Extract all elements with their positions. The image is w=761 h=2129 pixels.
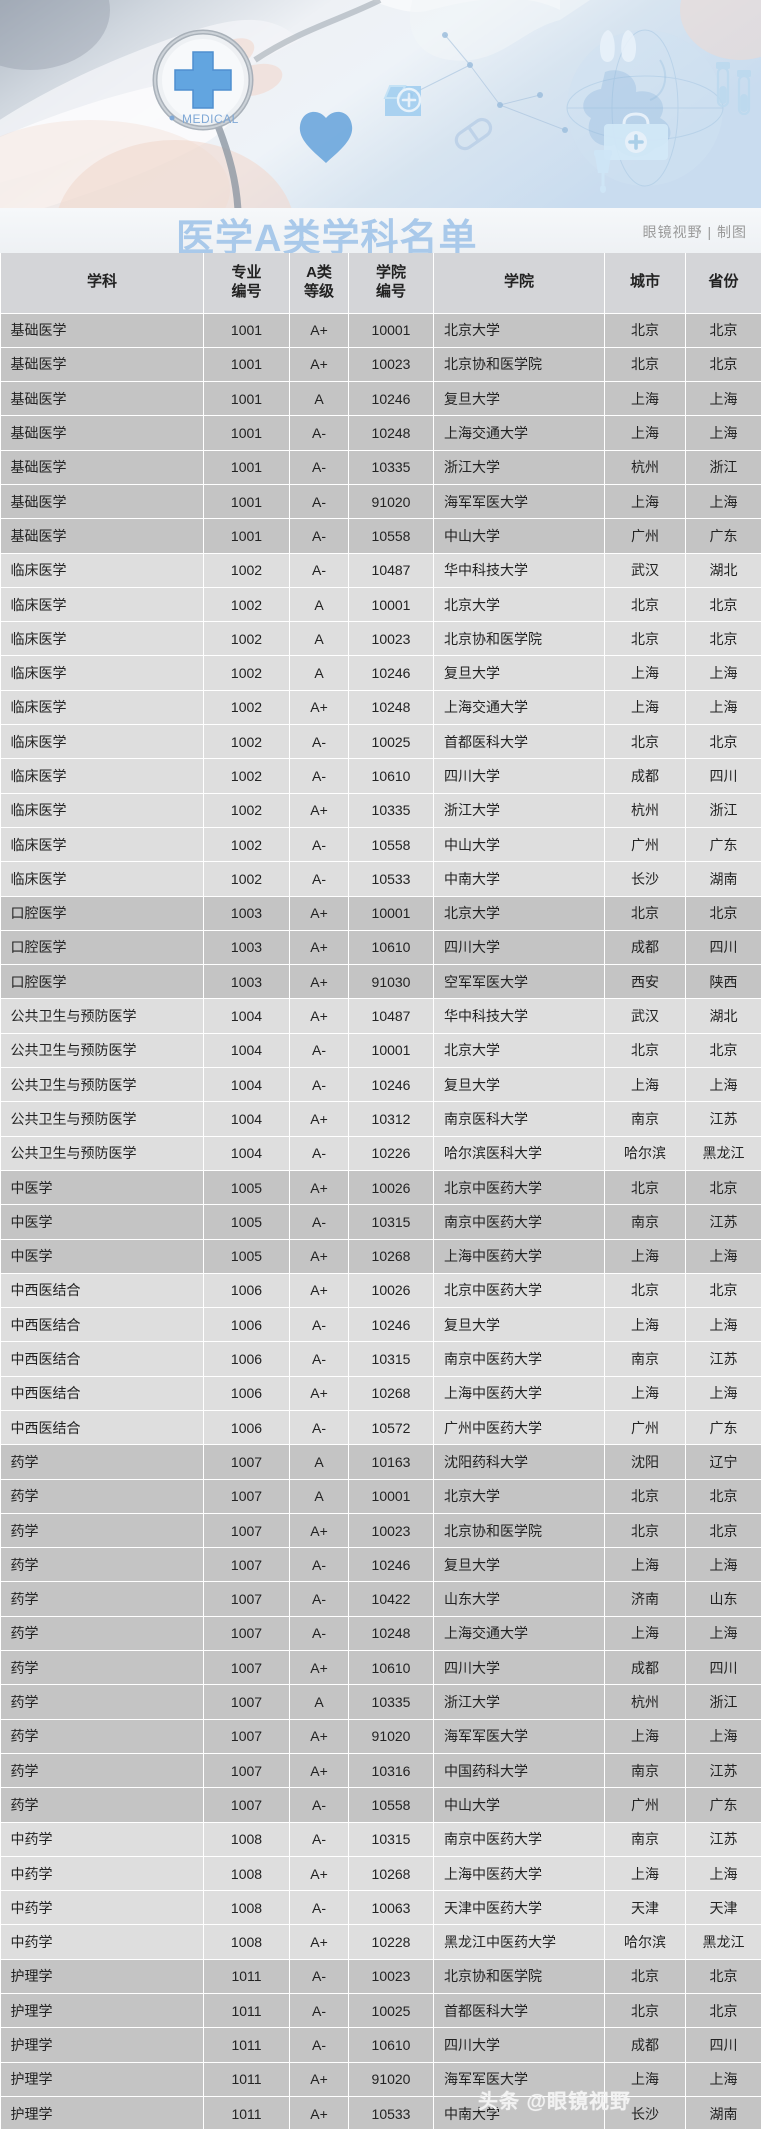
svg-text:MEDICAL: MEDICAL bbox=[182, 112, 239, 126]
